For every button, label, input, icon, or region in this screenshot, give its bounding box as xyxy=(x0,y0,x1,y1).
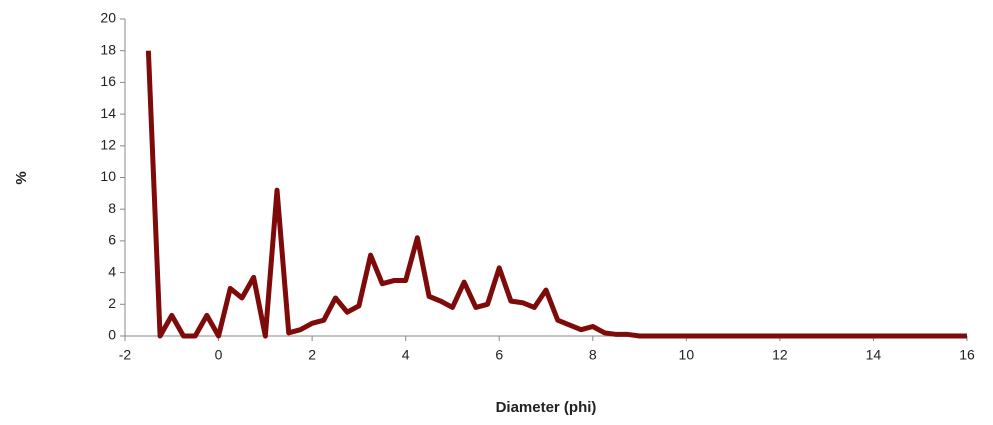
x-axis-title: Diameter (phi) xyxy=(496,399,597,416)
y-tick-label: 10 xyxy=(100,168,116,184)
y-tick-label: 14 xyxy=(100,105,116,121)
y-tick-label: 2 xyxy=(108,295,116,311)
x-tick-label: 4 xyxy=(402,347,410,363)
y-tick-label: 8 xyxy=(108,200,116,216)
x-tick-label: 14 xyxy=(866,347,882,363)
y-tick-label: 4 xyxy=(108,263,116,279)
y-axis-title: % xyxy=(13,171,30,184)
x-tick-label: 10 xyxy=(679,347,695,363)
y-tick-label: 18 xyxy=(100,41,116,57)
x-tick-label: 8 xyxy=(589,347,597,363)
y-tick-label: 20 xyxy=(100,10,116,26)
x-tick-label: 16 xyxy=(959,347,975,363)
y-tick-label: 12 xyxy=(100,137,116,153)
x-tick-label: 6 xyxy=(495,347,503,363)
x-tick-label: -2 xyxy=(119,347,132,363)
y-tick-label: 16 xyxy=(100,73,116,89)
x-tick-label: 12 xyxy=(772,347,788,363)
x-tick-label: 2 xyxy=(308,347,316,363)
y-tick-label: 6 xyxy=(108,232,116,248)
x-tick-label: 0 xyxy=(215,347,223,363)
y-tick-label: 0 xyxy=(108,327,116,343)
data-line xyxy=(145,50,967,339)
